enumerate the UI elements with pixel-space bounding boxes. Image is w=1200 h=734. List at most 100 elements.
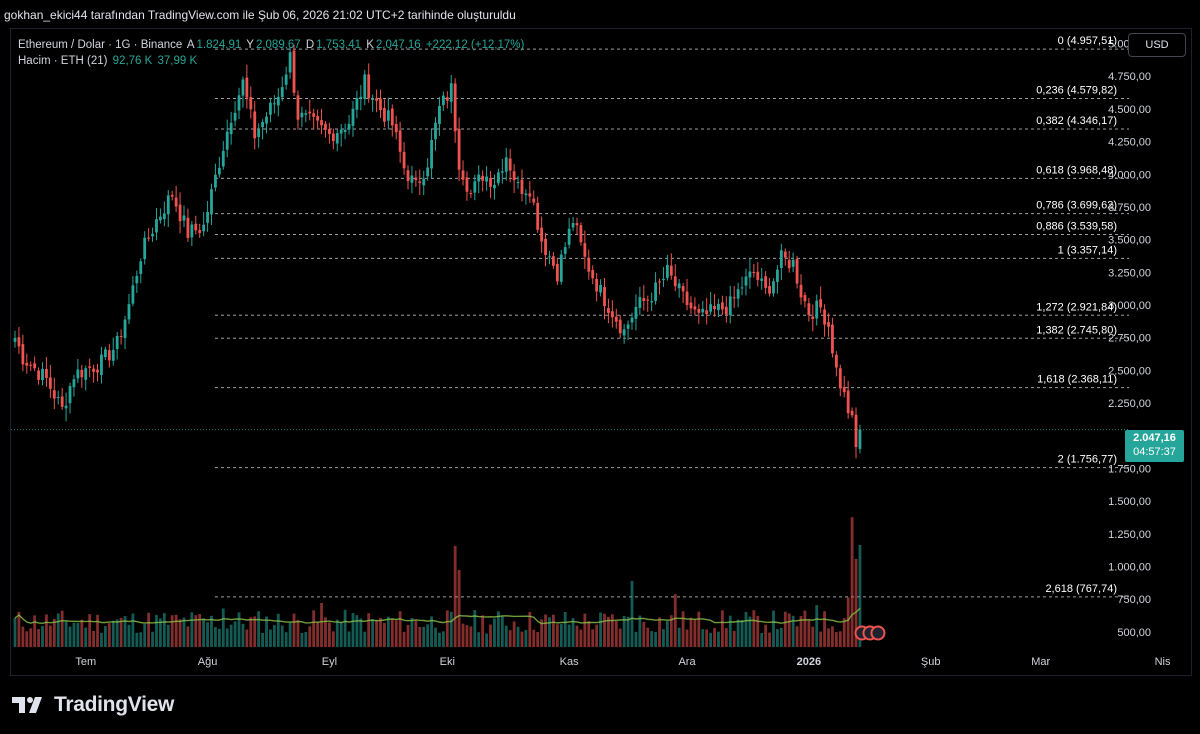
- candle-body[interactable]: [76, 369, 80, 379]
- candle-body[interactable]: [269, 102, 272, 115]
- candle-body[interactable]: [638, 297, 642, 308]
- candle-body[interactable]: [52, 390, 56, 399]
- candle-body[interactable]: [646, 299, 650, 301]
- candle-body[interactable]: [630, 317, 634, 323]
- candle-body[interactable]: [438, 105, 441, 124]
- candle-body[interactable]: [257, 129, 261, 137]
- candle-body[interactable]: [166, 195, 170, 215]
- candle-body[interactable]: [217, 167, 221, 175]
- candle-body[interactable]: [658, 281, 661, 283]
- candle-body[interactable]: [131, 285, 135, 304]
- candle-body[interactable]: [579, 225, 583, 243]
- candle-body[interactable]: [379, 98, 382, 110]
- candle-body[interactable]: [614, 316, 618, 322]
- candle-body[interactable]: [854, 414, 858, 448]
- candle-body[interactable]: [473, 181, 477, 193]
- candle-body[interactable]: [316, 116, 320, 121]
- candle-body[interactable]: [202, 224, 206, 232]
- candle-body[interactable]: [516, 182, 520, 184]
- candle-body[interactable]: [850, 410, 854, 416]
- candle-body[interactable]: [610, 311, 614, 318]
- candle-body[interactable]: [512, 171, 516, 181]
- candle-body[interactable]: [481, 175, 485, 181]
- candle-body[interactable]: [520, 179, 524, 195]
- candle-body[interactable]: [214, 174, 217, 188]
- candle-body[interactable]: [701, 308, 705, 313]
- candle-body[interactable]: [524, 193, 528, 196]
- candle-body[interactable]: [151, 233, 154, 237]
- candle-body[interactable]: [21, 344, 25, 365]
- candle-body[interactable]: [697, 308, 701, 313]
- candle-body[interactable]: [559, 254, 563, 282]
- candle-body[interactable]: [119, 336, 123, 338]
- candle-body[interactable]: [740, 287, 744, 289]
- candle-body[interactable]: [654, 282, 657, 301]
- candle-body[interactable]: [351, 108, 355, 126]
- candle-body[interactable]: [548, 256, 551, 258]
- candle-body[interactable]: [127, 304, 131, 320]
- candle-body[interactable]: [469, 193, 473, 195]
- candle-body[interactable]: [324, 123, 327, 130]
- candle-body[interactable]: [261, 122, 264, 128]
- candle-body[interactable]: [359, 96, 363, 99]
- candle-body[interactable]: [599, 284, 602, 293]
- candle-body[interactable]: [485, 176, 488, 182]
- candle-body[interactable]: [343, 129, 347, 132]
- candle-body[interactable]: [284, 74, 288, 85]
- candle-body[interactable]: [819, 299, 823, 308]
- candle-body[interactable]: [756, 271, 760, 280]
- candle-body[interactable]: [838, 368, 842, 389]
- candle-body[interactable]: [331, 133, 335, 142]
- candle-body[interactable]: [453, 83, 457, 132]
- candle-body[interactable]: [717, 303, 720, 311]
- candle-body[interactable]: [445, 97, 449, 101]
- candle-body[interactable]: [834, 354, 838, 368]
- candle-body[interactable]: [17, 337, 21, 347]
- candle-body[interactable]: [744, 276, 748, 286]
- candle-body[interactable]: [583, 243, 587, 257]
- candle-body[interactable]: [347, 123, 351, 130]
- candle-body[interactable]: [139, 261, 143, 274]
- candle-body[interactable]: [681, 286, 685, 292]
- candle-body[interactable]: [831, 324, 834, 354]
- candle-body[interactable]: [135, 275, 139, 284]
- candle-body[interactable]: [748, 271, 752, 278]
- candle-body[interactable]: [791, 259, 795, 267]
- candle-body[interactable]: [461, 170, 465, 180]
- candle-body[interactable]: [552, 256, 555, 266]
- candle-body[interactable]: [689, 302, 693, 309]
- candle-body[interactable]: [328, 129, 331, 135]
- candle-body[interactable]: [312, 113, 316, 117]
- candle-body[interactable]: [642, 298, 646, 302]
- candle-body[interactable]: [795, 258, 799, 284]
- candle-body[interactable]: [178, 204, 182, 222]
- candle-body[interactable]: [721, 302, 724, 310]
- economic-event-flag-icon[interactable]: [870, 625, 886, 641]
- candle-body[interactable]: [496, 172, 500, 184]
- candle-body[interactable]: [155, 219, 158, 233]
- candle-body[interactable]: [72, 379, 76, 388]
- candle-body[interactable]: [64, 405, 68, 409]
- candle-body[interactable]: [198, 230, 202, 234]
- candle-body[interactable]: [355, 98, 359, 110]
- candle-body[interactable]: [115, 335, 119, 350]
- candle-body[interactable]: [677, 283, 681, 289]
- candle-body[interactable]: [858, 429, 862, 449]
- candle-body[interactable]: [555, 263, 559, 282]
- candle-body[interactable]: [787, 259, 791, 269]
- candle-body[interactable]: [528, 193, 532, 197]
- candle-body[interactable]: [103, 349, 107, 358]
- candle-body[interactable]: [159, 216, 162, 221]
- candle-body[interactable]: [603, 287, 606, 307]
- candle-body[interactable]: [673, 276, 677, 287]
- candle-body[interactable]: [249, 97, 253, 110]
- candle-body[interactable]: [493, 184, 496, 189]
- candle-body[interactable]: [84, 368, 88, 380]
- candle-body[interactable]: [225, 131, 229, 150]
- candle-body[interactable]: [607, 308, 610, 313]
- candle-body[interactable]: [60, 396, 64, 407]
- candle-body[interactable]: [80, 369, 84, 378]
- candle-body[interactable]: [56, 396, 60, 398]
- candle-body[interactable]: [33, 363, 37, 369]
- candle-body[interactable]: [335, 133, 339, 144]
